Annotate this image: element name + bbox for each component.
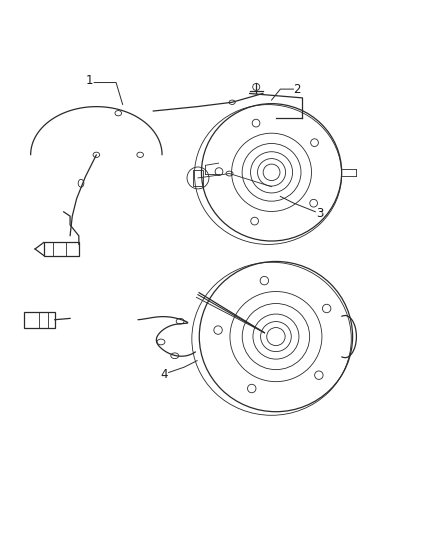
Text: 2: 2 bbox=[293, 83, 301, 95]
Text: 4: 4 bbox=[160, 368, 168, 381]
Text: 1: 1 bbox=[86, 74, 94, 87]
Text: 3: 3 bbox=[316, 207, 323, 221]
